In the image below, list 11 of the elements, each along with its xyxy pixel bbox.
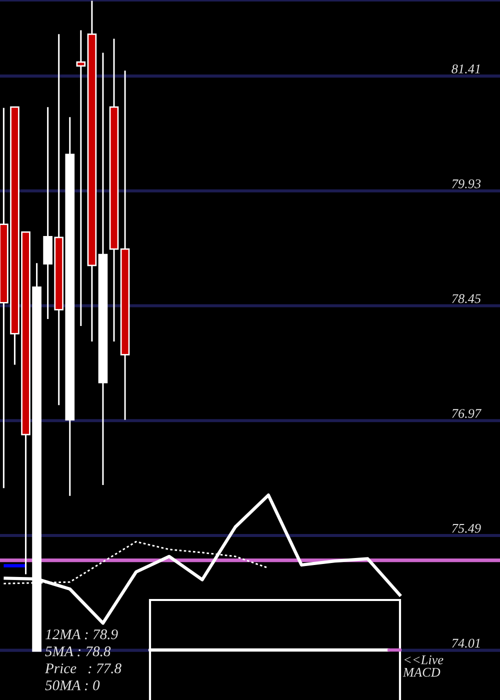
annotation: 50MA : 0 [45, 680, 100, 690]
annotation: 5MA : 78.8 [45, 646, 111, 656]
y-tick-label: 76.97 [452, 409, 482, 418]
y-tick-label: 81.41 [452, 64, 480, 74]
y-tick-label: 75.49 [452, 524, 481, 533]
annotation: Price : 77.8 [44, 663, 122, 674]
y-tick-label: 78.45 [452, 294, 481, 304]
y-tick-label: 74.01 [452, 638, 480, 648]
y-tick-label: 79.93 [452, 179, 481, 188]
annotation: <<Live MACD [402, 655, 444, 677]
annotation: 12MA : 78.9 [46, 629, 118, 640]
